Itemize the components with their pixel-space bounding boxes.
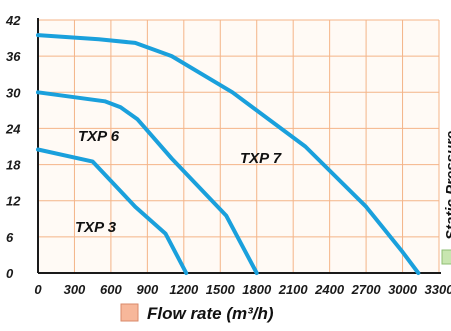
x-axis-label: Flow rate (m³/h) [147,304,274,323]
y-tick-label: 30 [6,85,21,100]
y-axis-label: Static Pressure [443,131,451,240]
series-label-txp-3: TXP 3 [75,219,117,236]
x-axis-legend-swatch [120,303,139,322]
y-tick-label: 18 [6,158,21,173]
series-line-txp-7 [36,33,421,275]
x-tick-label: 2100 [278,282,309,297]
y-tick-label: 6 [6,230,14,245]
x-tick-label: 600 [100,282,122,297]
x-tick-label: 0 [34,282,42,297]
axis-layer [37,18,441,274]
x-tick-label: 3000 [388,282,418,297]
y-tick-label: 12 [6,194,21,209]
y-tick-label: 24 [5,121,21,136]
y-tick-label: 42 [5,13,21,28]
x-tick-label: 2400 [314,282,345,297]
x-tick-label: 1500 [206,282,236,297]
y-axis-legend-swatch [441,249,451,265]
series-label-layer: TXP 3 TXP 6 TXP 7 [75,128,282,236]
y-tick-label: 36 [6,49,21,64]
x-tick-label: 3300 [425,282,451,297]
x-tick-label: 300 [64,282,86,297]
plot-background [38,20,439,273]
series-line-txp-6 [36,90,259,275]
series-label-txp-6: TXP 6 [78,128,120,145]
grid-layer [38,19,440,273]
series-line-txp-3 [36,147,189,275]
x-tick-label: 1800 [242,282,272,297]
y-axis-label-group: Static Pressure [443,131,451,240]
x-tick-label: 2700 [351,282,382,297]
series-layer [36,33,421,275]
y-tick-label: 0 [6,266,14,281]
x-tick-label: 1200 [169,282,199,297]
tick-layer: 0 300 600 900 1200 1500 1800 2100 2400 2700 3000 33… [5,13,451,297]
series-label-txp-7: TXP 7 [240,150,282,167]
x-tick-label: 900 [137,282,159,297]
